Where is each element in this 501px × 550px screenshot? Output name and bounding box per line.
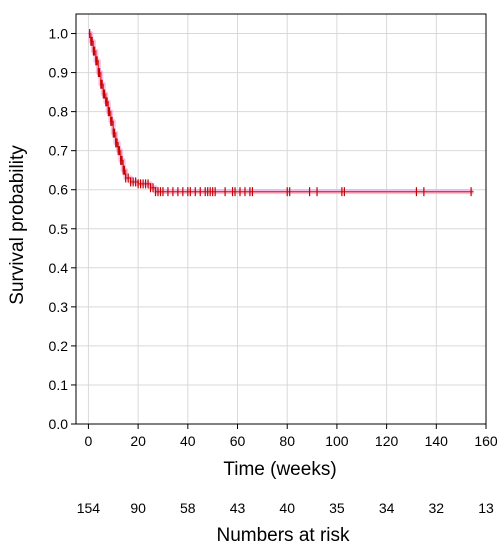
y-tick-label: 0.4 [49, 260, 69, 276]
x-tick-label: 160 [474, 433, 498, 449]
number-at-risk: 154 [77, 500, 101, 516]
y-tick-label: 0.8 [49, 104, 69, 120]
y-tick-label: 0.5 [49, 221, 69, 237]
x-tick-label: 120 [375, 433, 399, 449]
numbers-at-risk-title: Numbers at risk [216, 525, 350, 546]
y-tick-label: 0.1 [49, 377, 69, 393]
number-at-risk: 43 [230, 500, 246, 516]
y-tick-label: 0.0 [49, 416, 69, 432]
y-tick-label: 0.7 [49, 143, 69, 159]
y-tick-label: 0.2 [49, 338, 69, 354]
number-at-risk: 32 [429, 500, 445, 516]
survival-curve [88, 34, 473, 192]
axes: 0 20 40 60 80 100 120 140 160 0.0 0.1 0.2 0.3 0.4 0.5 0… [49, 14, 498, 516]
x-tick-label: 40 [180, 433, 196, 449]
y-tick-label: 0.6 [49, 182, 69, 198]
grid [76, 14, 486, 424]
number-at-risk: 40 [279, 500, 295, 516]
x-tick-label: 100 [325, 433, 349, 449]
x-tick-label: 20 [130, 433, 146, 449]
y-axis-title: Survival probability [7, 145, 28, 305]
x-tick-label: 80 [279, 433, 295, 449]
x-tick-label: 140 [425, 433, 449, 449]
y-tick-label: 1.0 [49, 26, 69, 42]
number-at-risk: 58 [180, 500, 196, 516]
x-axis-title: Time (weeks) [223, 459, 336, 480]
plot-frame [76, 14, 486, 424]
number-at-risk: 90 [130, 500, 146, 516]
number-at-risk: 35 [329, 500, 345, 516]
y-tick-label: 0.9 [49, 65, 69, 81]
survival-curve-halo [88, 34, 473, 192]
x-tick-label: 0 [85, 433, 93, 449]
number-at-risk: 34 [379, 500, 395, 516]
y-tick-label: 0.3 [49, 299, 69, 315]
x-tick-label: 60 [230, 433, 246, 449]
number-at-risk: 13 [478, 500, 494, 516]
survival-curve-layer [88, 29, 473, 196]
